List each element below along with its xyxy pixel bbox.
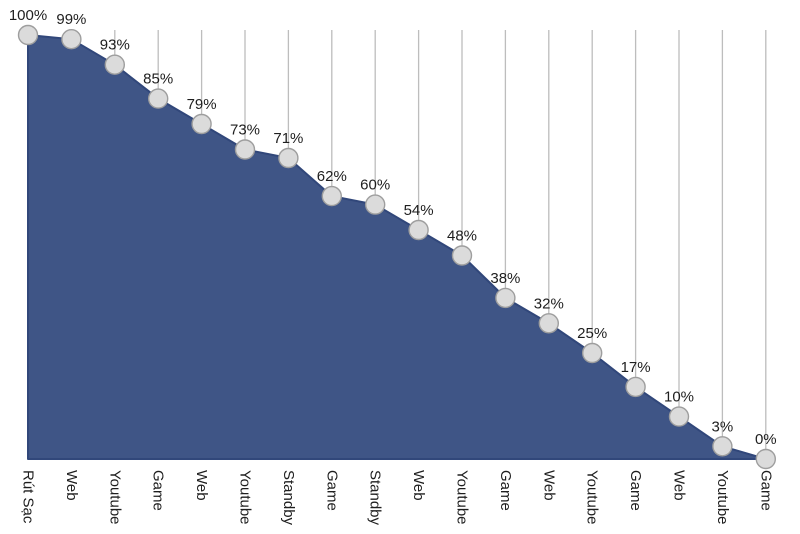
- data-point-value-label: 25%: [577, 325, 607, 342]
- data-point-value-label: 38%: [490, 270, 520, 287]
- data-point-marker: [17, 24, 39, 46]
- x-axis-category-label: Game: [757, 470, 774, 511]
- x-axis-category-label: Youtube: [454, 470, 471, 525]
- data-point-value-label: 62%: [317, 168, 347, 185]
- x-axis-category-label: Youtube: [106, 470, 123, 525]
- x-axis-category-label: Web: [193, 470, 210, 501]
- data-point-value-label: 93%: [100, 37, 130, 54]
- data-point-marker: [755, 448, 776, 470]
- data-point-value-label: 60%: [360, 177, 390, 194]
- area-series-fill: [27, 34, 767, 460]
- data-point-marker: [582, 342, 603, 364]
- x-axis-category-label: Web: [540, 470, 557, 501]
- data-point-marker: [321, 185, 342, 207]
- x-axis-category-label: Game: [497, 470, 514, 511]
- data-point-value-label: 79%: [187, 96, 217, 113]
- data-point-marker: [625, 376, 646, 398]
- data-point-marker: [191, 113, 212, 135]
- x-axis-category-label: Standby: [280, 470, 297, 526]
- x-axis-category-label: Youtube: [237, 470, 254, 525]
- data-point-value-label: 48%: [447, 228, 477, 245]
- data-point-value-label: 85%: [143, 71, 173, 88]
- data-point-value-label: 100%: [9, 7, 47, 24]
- data-point-marker: [61, 29, 82, 50]
- data-point-value-label: 71%: [273, 130, 303, 147]
- x-axis-category-label: Game: [627, 470, 644, 511]
- data-point-value-label: 3%: [712, 418, 734, 435]
- x-axis-category-label: Web: [410, 470, 427, 501]
- data-point-marker: [234, 139, 256, 160]
- data-point-marker: [147, 88, 169, 109]
- data-point-marker: [668, 406, 690, 427]
- x-axis-category-label: Web: [63, 470, 80, 501]
- data-point-value-label: 0%: [755, 431, 777, 448]
- x-axis-category-label: Game: [323, 470, 340, 511]
- data-point-value-label: 32%: [534, 295, 564, 312]
- data-point-value-label: 10%: [664, 389, 694, 406]
- x-axis-category-label: Web: [671, 470, 688, 501]
- data-point-value-label: 73%: [230, 122, 260, 139]
- data-point-value-label: 17%: [621, 359, 651, 376]
- data-point-marker: [451, 245, 473, 266]
- x-axis-category-label: Rút Sạc: [20, 470, 37, 524]
- data-point-marker: [104, 54, 126, 75]
- data-point-value-label: 99%: [56, 11, 86, 28]
- data-point-marker: [408, 219, 429, 241]
- x-axis-category-label: Standby: [367, 470, 384, 526]
- x-axis-category-label: Youtube: [584, 470, 601, 525]
- data-point-marker: [495, 287, 516, 309]
- data-point-marker: [538, 313, 559, 334]
- data-point-marker: [712, 436, 733, 457]
- data-point-marker: [365, 194, 386, 215]
- data-point-value-label: 54%: [404, 202, 434, 219]
- x-axis-category-label: Game: [150, 470, 167, 511]
- data-point-marker: [278, 147, 299, 169]
- x-axis-category-label: Youtube: [714, 470, 731, 525]
